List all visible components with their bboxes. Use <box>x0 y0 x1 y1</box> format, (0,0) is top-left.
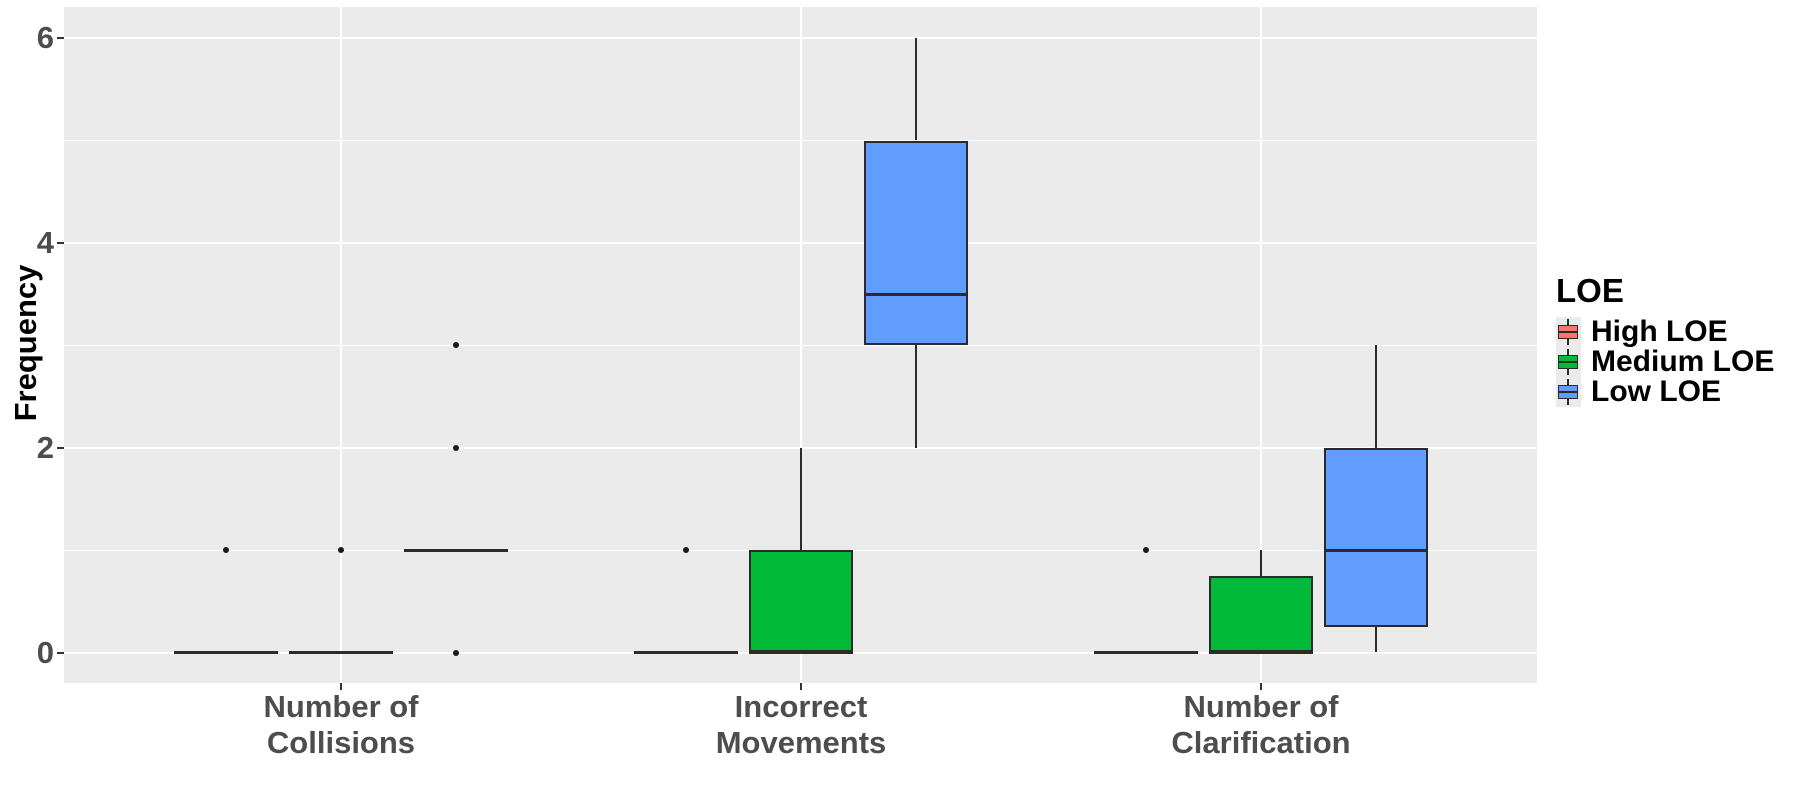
legend-entry: Low LOE <box>1556 375 1796 408</box>
y-tick-label: 6 <box>36 20 54 56</box>
x-category-label-line2: Movements <box>715 725 887 760</box>
y-tick-label: 0 <box>36 634 54 670</box>
x-category-label-line2: Collisions <box>266 725 416 760</box>
whisker-lower <box>915 345 917 448</box>
gridline-major-x <box>340 7 342 683</box>
outlier-point <box>1143 547 1149 554</box>
gridline-major-y <box>64 241 1537 244</box>
box-median-line <box>864 292 968 296</box>
x-axis-tick <box>1260 683 1262 690</box>
legend-entry-label: Low LOE <box>1591 375 1721 408</box>
whisker-upper <box>800 447 802 551</box>
y-axis-tick <box>57 241 64 244</box>
y-axis-tick <box>57 37 64 40</box>
outlier-point <box>453 649 459 656</box>
x-category-label-line1: Number of <box>1183 689 1339 724</box>
legend-key-median <box>1558 391 1578 393</box>
box-median-line <box>1209 651 1313 654</box>
y-axis-tick <box>57 446 64 449</box>
legend-entry-label: High LOE <box>1591 315 1728 348</box>
y-axis-tick <box>57 651 64 654</box>
legend-entry: High LOE <box>1556 315 1796 348</box>
whisker-lower <box>1375 626 1377 653</box>
x-category-label-line2: Clarification <box>1171 725 1351 760</box>
legend-entry: Medium LOE <box>1556 345 1796 378</box>
whisker-upper <box>915 38 917 141</box>
gridline-major-y <box>64 37 1537 40</box>
box-flat-line <box>289 651 393 654</box>
box-iqr <box>1209 575 1313 653</box>
x-category-label-line1: Incorrect <box>734 689 868 724</box>
y-tick-label: 4 <box>36 224 54 260</box>
box-iqr <box>749 550 853 653</box>
legend-entry-label: Medium LOE <box>1591 345 1775 378</box>
x-category-label-line1: Number of <box>263 689 419 724</box>
legend-key-median <box>1558 361 1578 363</box>
gridline-major-x <box>1260 7 1262 683</box>
outlier-point <box>223 547 229 554</box>
outlier-point <box>338 547 344 554</box>
x-category-label: Number of Collisions <box>181 689 501 761</box>
legend: LOE High LOE Medium LOE Low LOE <box>1556 272 1796 408</box>
gridline-major-x <box>800 7 802 683</box>
outlier-point <box>453 342 459 349</box>
box-median-line <box>1324 548 1428 552</box>
box-flat-line <box>634 651 738 654</box>
box-iqr <box>864 140 968 346</box>
legend-title: LOE <box>1556 272 1624 309</box>
y-axis-title: Frequency <box>8 264 43 422</box>
x-category-label: Incorrect Movements <box>641 689 961 761</box>
y-tick-label: 2 <box>36 429 54 465</box>
box-flat-line <box>174 651 278 654</box>
x-axis-tick <box>800 683 802 690</box>
legend-key-boxplot-glyph <box>1556 317 1581 347</box>
legend-key-boxplot-glyph <box>1556 377 1581 407</box>
legend-key-median <box>1558 331 1578 333</box>
whisker-upper <box>1260 550 1262 576</box>
box-flat-line <box>404 548 508 552</box>
box-median-line <box>749 651 853 654</box>
x-axis-tick <box>340 683 342 690</box>
legend-key-boxplot-glyph <box>1556 347 1581 377</box>
x-category-label: Number of Clarification <box>1101 689 1421 761</box>
plot-panel <box>64 7 1537 683</box>
whisker-upper <box>1375 345 1377 448</box>
box-iqr <box>1324 447 1428 627</box>
outlier-point <box>453 444 459 451</box>
box-flat-line <box>1094 651 1198 654</box>
outlier-point <box>683 547 689 554</box>
